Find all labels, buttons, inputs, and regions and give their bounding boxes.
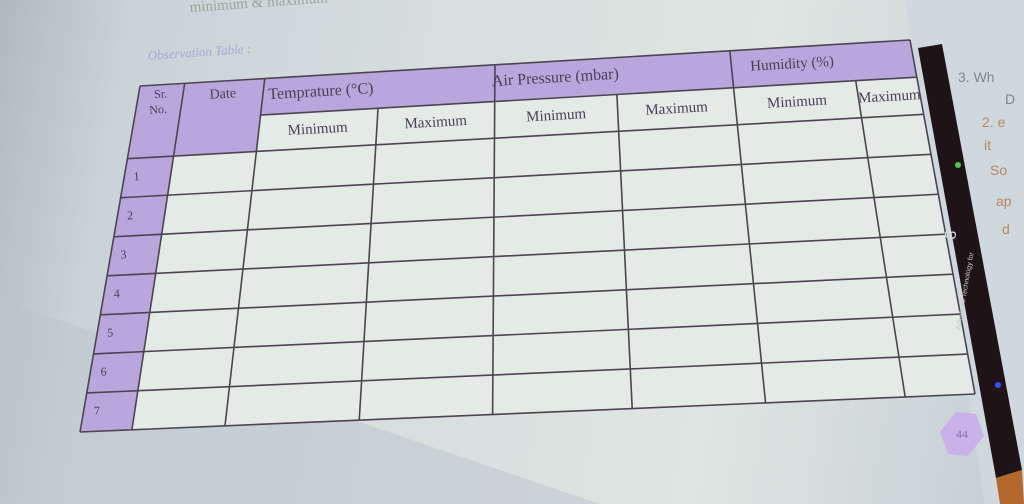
column-line	[854, 80, 906, 398]
row-line	[93, 313, 961, 355]
pen-dot	[995, 382, 1001, 388]
row-number: 7	[94, 404, 101, 418]
column-line	[909, 39, 976, 395]
group-header-fill	[260, 40, 917, 116]
margin-note: d	[1002, 221, 1010, 237]
row-line	[113, 193, 939, 238]
margin-note: D	[1005, 91, 1015, 107]
row-number: 2	[127, 208, 134, 222]
row-line	[127, 113, 924, 160]
margin-note: it	[984, 137, 991, 153]
column-line	[224, 78, 266, 426]
column-line	[729, 50, 767, 403]
header-date: Date	[209, 86, 236, 103]
subheader-minimum: Minimum	[287, 120, 348, 139]
pen-tip	[996, 470, 1024, 504]
top-text: minimum & maximum	[189, 0, 328, 16]
sr-no-column-fill	[80, 83, 185, 432]
row-line	[120, 153, 932, 199]
margin-note: So	[990, 162, 1007, 178]
row-line	[86, 353, 968, 394]
header-temperature: Temprature (°C)	[268, 80, 374, 103]
row-line	[100, 273, 954, 316]
margin-note: 3. Wh	[958, 69, 995, 85]
pen-dot	[955, 162, 961, 168]
page-number: 44	[956, 427, 968, 441]
row-number: 4	[113, 286, 120, 300]
row-line	[107, 233, 946, 277]
page-number-badge	[940, 412, 984, 456]
header-sr: Sr.	[154, 86, 168, 101]
margin-note: 2. e	[982, 114, 1006, 130]
column-line	[358, 108, 379, 421]
column-line	[491, 64, 496, 415]
row-line	[79, 393, 976, 433]
column-line	[79, 85, 141, 433]
date-header-fill	[173, 78, 265, 157]
row-number: 1	[133, 169, 140, 183]
subheader-minimum: Minimum	[526, 106, 587, 125]
column-line	[616, 94, 634, 409]
row-line	[139, 39, 911, 87]
observation-table-caption: Observation Table :	[147, 41, 251, 63]
subheader-maximum: Maximum	[645, 99, 709, 119]
subheader-maximum: Maximum	[404, 113, 468, 133]
pen-number: 3	[942, 229, 960, 241]
column-line	[131, 83, 186, 430]
subheader-maximum: Maximum	[858, 87, 922, 107]
row-number: 3	[120, 247, 127, 261]
header-no: No.	[149, 102, 167, 117]
header-humidity: Humidity (%)	[750, 54, 835, 75]
table-body	[80, 40, 975, 432]
subheader-minimum: Minimum	[767, 92, 828, 111]
subheader-line	[260, 76, 917, 116]
margin-note: ap	[996, 193, 1012, 209]
row-number: 6	[100, 364, 107, 378]
row-number: 5	[107, 325, 114, 339]
pen-body	[918, 44, 1022, 478]
